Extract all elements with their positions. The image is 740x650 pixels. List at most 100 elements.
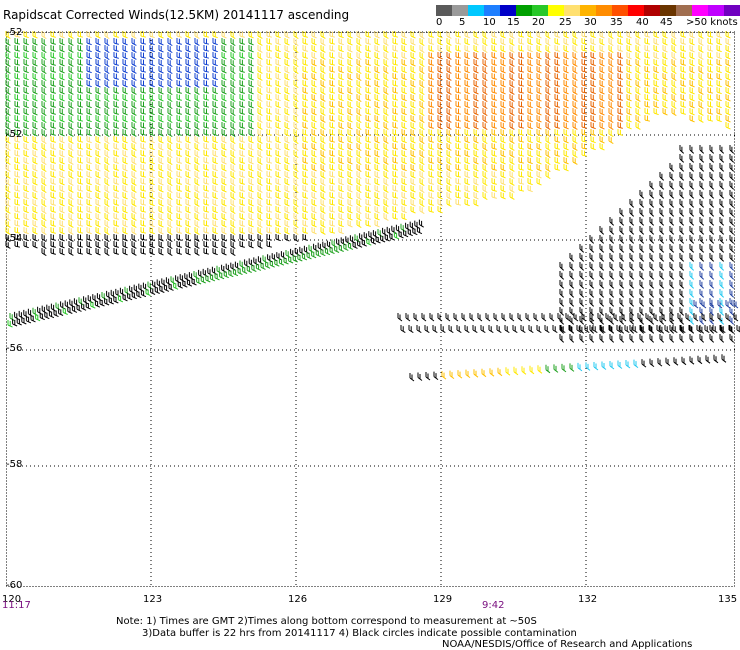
- wind-barb: [554, 108, 560, 115]
- wind-barb: [221, 206, 227, 214]
- wind-barb: [104, 129, 110, 138]
- wind-barb: [659, 208, 665, 217]
- wind-barb: [212, 101, 218, 109]
- wind-barb: [284, 122, 290, 130]
- wind-barb: [194, 73, 200, 81]
- wind-barb: [5, 94, 11, 102]
- wind-barb: [455, 87, 462, 94]
- wind-barb: [635, 101, 641, 109]
- wind-barb: [122, 241, 128, 249]
- wind-barb: [131, 291, 137, 300]
- wind-barb: [590, 129, 596, 137]
- wind-barb: [679, 163, 685, 172]
- wind-barb: [86, 234, 92, 242]
- wind-barb: [383, 38, 389, 46]
- wind-barb: [432, 325, 438, 334]
- wind-barb: [248, 87, 254, 95]
- wind-barb: [374, 136, 380, 144]
- wind-barb: [527, 66, 533, 74]
- wind-barb: [68, 227, 74, 235]
- wind-barb: [356, 157, 362, 166]
- wind-barb: [302, 115, 308, 122]
- wind-barb: [221, 87, 227, 95]
- wind-barb: [669, 325, 675, 334]
- wind-barb: [509, 52, 515, 60]
- wind-barb: [719, 307, 725, 316]
- wind-barb: [725, 38, 731, 46]
- wind-barb: [59, 227, 65, 235]
- wind-barb: [41, 101, 47, 110]
- wind-barb: [248, 31, 254, 39]
- wind-barb: [491, 157, 497, 164]
- wind-barb: [68, 45, 74, 53]
- wind-barb: [704, 325, 710, 334]
- wind-barb: [689, 356, 695, 365]
- wind-barb: [230, 234, 236, 243]
- wind-barb: [95, 87, 101, 95]
- wind-barb: [374, 122, 380, 130]
- wind-barb: [311, 157, 317, 165]
- wind-barb: [176, 185, 182, 192]
- wind-barb: [41, 185, 47, 194]
- wind-barb: [401, 199, 407, 207]
- wind-barb: [239, 101, 245, 108]
- wind-barb: [77, 136, 84, 143]
- wind-barb: [491, 31, 497, 38]
- wind-barb: [410, 129, 416, 137]
- wind-barb: [554, 80, 560, 87]
- wind-barb: [649, 307, 655, 316]
- wind-barb: [275, 234, 281, 242]
- wind-barb: [194, 101, 200, 109]
- wind-barb: [635, 108, 641, 116]
- wind-barb: [311, 192, 317, 200]
- wind-barb: [461, 313, 467, 322]
- wind-barb: [320, 129, 326, 137]
- wind-barb: [50, 178, 56, 185]
- wind-barb: [149, 73, 155, 81]
- wind-barb: [589, 334, 595, 343]
- wind-barb: [23, 108, 29, 116]
- wind-barb: [59, 164, 65, 172]
- wind-barb: [356, 171, 362, 180]
- wind-barb: [302, 136, 308, 143]
- wind-barb: [167, 241, 173, 250]
- wind-barb: [469, 313, 475, 322]
- wind-barb: [518, 87, 525, 94]
- wind-barb: [185, 136, 191, 144]
- wind-barb: [248, 136, 254, 144]
- wind-barb: [661, 313, 667, 322]
- wind-barb: [122, 171, 128, 179]
- wind-barb: [167, 101, 173, 110]
- wind-barb: [509, 87, 515, 95]
- wind-barb: [269, 260, 275, 268]
- map-title: Rapidscat Corrected Winds(12.5KM) 201411…: [3, 8, 350, 22]
- wind-barb: [392, 80, 399, 87]
- legend-swatch: [612, 5, 628, 16]
- wind-barb: [437, 150, 443, 158]
- wind-barb: [419, 45, 425, 54]
- wind-barb: [113, 185, 119, 192]
- wind-barb: [585, 362, 591, 371]
- wind-barb: [41, 171, 47, 180]
- wind-barb: [649, 253, 655, 262]
- time-label: 11:17: [2, 600, 31, 611]
- wind-barb: [167, 38, 173, 47]
- legend-swatch: [724, 5, 740, 16]
- wind-barb: [194, 206, 200, 214]
- wind-barb: [496, 325, 502, 334]
- wind-barb: [437, 192, 443, 200]
- wind-barb: [365, 59, 371, 66]
- wind-barb: [464, 94, 470, 102]
- wind-barb: [23, 143, 29, 151]
- wind-barb: [275, 80, 281, 88]
- wind-barb: [302, 129, 308, 136]
- wind-barb: [719, 253, 725, 262]
- wind-barb: [419, 143, 425, 152]
- wind-barb: [95, 150, 101, 158]
- wind-barb: [581, 94, 588, 101]
- wind-barb: [95, 94, 101, 102]
- wind-barb: [662, 45, 668, 53]
- wind-barb: [86, 45, 92, 53]
- wind-barb: [553, 364, 559, 373]
- wind-barb: [212, 234, 218, 242]
